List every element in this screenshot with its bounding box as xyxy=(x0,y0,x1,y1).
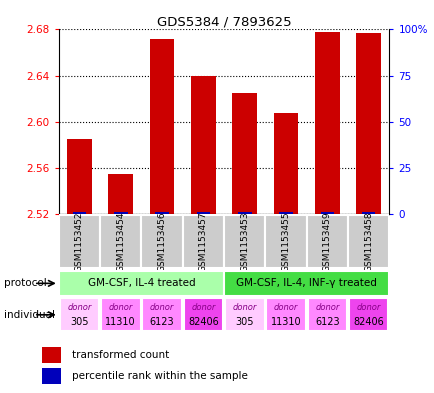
Bar xyxy=(155,212,168,214)
Bar xyxy=(355,33,380,214)
Text: 305: 305 xyxy=(235,318,253,327)
FancyBboxPatch shape xyxy=(142,298,181,331)
Bar xyxy=(196,212,210,214)
Text: 82406: 82406 xyxy=(352,318,383,327)
Text: GSM1153457: GSM1153457 xyxy=(198,211,207,272)
FancyBboxPatch shape xyxy=(59,215,100,268)
Bar xyxy=(232,93,256,214)
Text: GSM1153452: GSM1153452 xyxy=(75,211,84,272)
Text: 6123: 6123 xyxy=(149,318,174,327)
Bar xyxy=(237,212,251,214)
Text: 11310: 11310 xyxy=(105,318,136,327)
Bar xyxy=(320,212,333,214)
Bar xyxy=(42,368,61,384)
Text: transformed count: transformed count xyxy=(72,350,169,360)
Bar xyxy=(361,212,375,214)
Text: protocol: protocol xyxy=(4,278,47,288)
FancyBboxPatch shape xyxy=(183,298,223,331)
Text: donor: donor xyxy=(355,303,380,312)
FancyBboxPatch shape xyxy=(347,215,388,268)
FancyBboxPatch shape xyxy=(224,215,265,268)
Text: GSM1153454: GSM1153454 xyxy=(116,211,125,272)
Text: donor: donor xyxy=(67,303,92,312)
FancyBboxPatch shape xyxy=(307,298,346,331)
Title: GDS5384 / 7893625: GDS5384 / 7893625 xyxy=(156,15,291,28)
Text: donor: donor xyxy=(149,303,174,312)
Text: GSM1153455: GSM1153455 xyxy=(281,211,290,272)
Text: 6123: 6123 xyxy=(314,318,339,327)
FancyBboxPatch shape xyxy=(224,270,388,296)
Text: individual: individual xyxy=(4,310,55,320)
FancyBboxPatch shape xyxy=(141,215,182,268)
Text: donor: donor xyxy=(232,303,256,312)
Text: GSM1153453: GSM1153453 xyxy=(240,211,249,272)
Bar xyxy=(273,112,298,214)
Text: donor: donor xyxy=(191,303,215,312)
Text: GSM1153456: GSM1153456 xyxy=(157,211,166,272)
Bar xyxy=(149,39,174,214)
Text: GM-CSF, IL-4 treated: GM-CSF, IL-4 treated xyxy=(87,278,195,288)
Bar xyxy=(314,32,339,214)
FancyBboxPatch shape xyxy=(224,298,264,331)
FancyBboxPatch shape xyxy=(265,215,306,268)
Text: 305: 305 xyxy=(70,318,89,327)
Bar xyxy=(191,75,215,214)
FancyBboxPatch shape xyxy=(266,298,305,331)
FancyBboxPatch shape xyxy=(100,215,141,268)
Text: GSM1153459: GSM1153459 xyxy=(322,211,331,272)
Bar xyxy=(72,212,86,214)
FancyBboxPatch shape xyxy=(101,298,140,331)
FancyBboxPatch shape xyxy=(59,270,224,296)
Text: GSM1153458: GSM1153458 xyxy=(363,211,372,272)
Text: donor: donor xyxy=(314,303,339,312)
FancyBboxPatch shape xyxy=(348,298,388,331)
FancyBboxPatch shape xyxy=(182,215,224,268)
Bar xyxy=(67,139,92,214)
Text: donor: donor xyxy=(108,303,133,312)
FancyBboxPatch shape xyxy=(306,215,347,268)
Text: donor: donor xyxy=(273,303,298,312)
Bar xyxy=(108,174,133,214)
Bar xyxy=(42,347,61,363)
Text: GM-CSF, IL-4, INF-γ treated: GM-CSF, IL-4, INF-γ treated xyxy=(236,278,376,288)
Text: 82406: 82406 xyxy=(187,318,218,327)
FancyBboxPatch shape xyxy=(59,298,99,331)
Bar xyxy=(114,212,127,214)
Bar xyxy=(279,212,292,214)
Text: percentile rank within the sample: percentile rank within the sample xyxy=(72,371,247,381)
Text: 11310: 11310 xyxy=(270,318,301,327)
